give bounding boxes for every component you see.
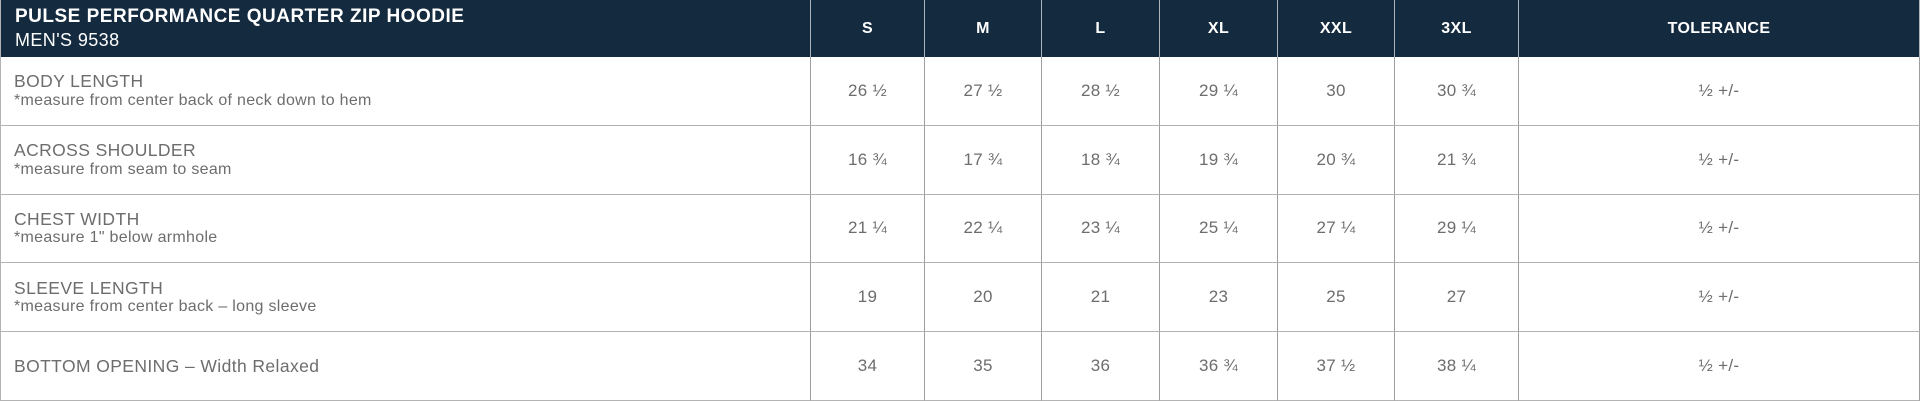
value-cell: 29 ¼	[1160, 57, 1278, 126]
value-cell: 27 ½	[925, 57, 1042, 126]
value-cell: 23	[1160, 263, 1278, 333]
column-header-xl: XL	[1160, 0, 1278, 57]
row-label-across-shoulder: ACROSS SHOULDER *measure from seam to se…	[1, 125, 811, 195]
column-header-3xl: 3XL	[1395, 0, 1519, 57]
tolerance-cell: ½ +/-	[1519, 263, 1920, 333]
value-cell: 18 ¾	[1042, 125, 1160, 195]
measurement-name: ACROSS SHOULDER	[14, 139, 197, 160]
value-cell: 27 ¼	[1278, 194, 1395, 264]
value-cell: 29 ¼	[1395, 194, 1519, 264]
product-title: PULSE PERFORMANCE QUARTER ZIP HOODIE	[15, 6, 465, 28]
value-cell: 34	[811, 332, 925, 401]
measurement-note: *measure 1" below armhole	[14, 229, 218, 247]
row-label-body-length: BODY LENGTH *measure from center back of…	[1, 57, 811, 126]
value-cell: 19	[811, 263, 925, 333]
row-label-bottom-opening: BOTTOM OPENING – Width Relaxed	[1, 332, 811, 401]
measurement-note: *measure from center back of neck down t…	[14, 91, 372, 109]
value-cell: 21	[1042, 263, 1160, 333]
value-cell: 23 ¼	[1042, 194, 1160, 264]
value-cell: 36	[1042, 332, 1160, 401]
column-header-m: M	[925, 0, 1042, 57]
measurement-name: BOTTOM OPENING – Width Relaxed	[14, 355, 320, 376]
value-cell: 36 ¾	[1160, 332, 1278, 401]
value-cell: 19 ¾	[1160, 125, 1278, 195]
value-cell: 20 ¾	[1278, 125, 1395, 195]
row-label-chest-width: CHEST WIDTH *measure 1" below armhole	[1, 194, 811, 264]
value-cell: 28 ½	[1042, 57, 1160, 126]
measurement-note: *measure from seam to seam	[14, 160, 232, 178]
value-cell: 25 ¼	[1160, 194, 1278, 264]
value-cell: 37 ½	[1278, 332, 1395, 401]
value-cell: 30	[1278, 57, 1395, 126]
measurement-name: CHEST WIDTH	[14, 208, 140, 229]
tolerance-cell: ½ +/-	[1519, 57, 1920, 126]
measurement-note: *measure from center back – long sleeve	[14, 298, 317, 316]
measurement-name: BODY LENGTH	[14, 71, 144, 92]
value-cell: 35	[925, 332, 1042, 401]
tolerance-cell: ½ +/-	[1519, 332, 1920, 401]
column-header-l: L	[1042, 0, 1160, 57]
value-cell: 38 ¼	[1395, 332, 1519, 401]
product-header-cell: PULSE PERFORMANCE QUARTER ZIP HOODIE MEN…	[1, 0, 811, 57]
product-style-number: MEN'S 9538	[15, 30, 120, 51]
value-cell: 27	[1395, 263, 1519, 333]
column-header-tolerance: TOLERANCE	[1519, 0, 1920, 57]
value-cell: 26 ½	[811, 57, 925, 126]
measurement-name: SLEEVE LENGTH	[14, 277, 164, 298]
value-cell: 22 ¼	[925, 194, 1042, 264]
value-cell: 25	[1278, 263, 1395, 333]
tolerance-cell: ½ +/-	[1519, 194, 1920, 264]
column-header-xxl: XXL	[1278, 0, 1395, 57]
tolerance-cell: ½ +/-	[1519, 125, 1920, 195]
value-cell: 21 ¾	[1395, 125, 1519, 195]
value-cell: 20	[925, 263, 1042, 333]
value-cell: 16 ¾	[811, 125, 925, 195]
column-header-s: S	[811, 0, 925, 57]
value-cell: 17 ¾	[925, 125, 1042, 195]
row-label-sleeve-length: SLEEVE LENGTH *measure from center back …	[1, 263, 811, 333]
value-cell: 30 ¾	[1395, 57, 1519, 126]
value-cell: 21 ¼	[811, 194, 925, 264]
